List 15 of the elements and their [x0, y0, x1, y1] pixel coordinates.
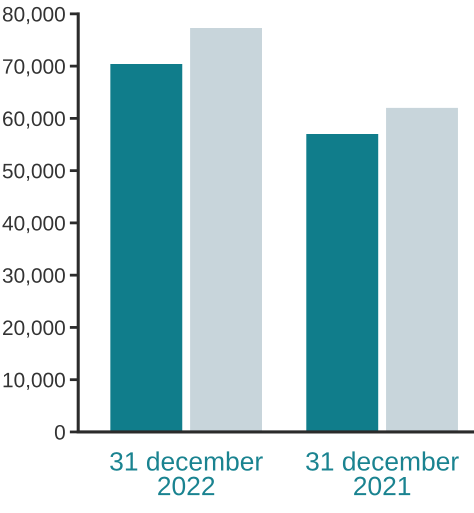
- bar: [306, 134, 378, 432]
- y-tick-label: 10,000: [4, 372, 65, 390]
- y-tick-label: 60,000: [3, 111, 65, 129]
- bar: [190, 28, 262, 432]
- y-tick-label: 70,000: [3, 59, 65, 76]
- y-tick-label: 40,000: [2, 216, 65, 234]
- bar: [110, 64, 182, 432]
- x-tick-label: 31 december 2021: [306, 451, 459, 496]
- y-tick-label: 30,000: [2, 268, 65, 286]
- y-tick-label: 0: [54, 424, 65, 440]
- y-tick-label: 50,000: [2, 164, 65, 181]
- x-tick-label: 31 december 2022: [110, 451, 263, 496]
- bar: [386, 108, 458, 432]
- y-tick-label: 80,000: [2, 6, 65, 24]
- y-tick-label: 20,000: [3, 320, 65, 338]
